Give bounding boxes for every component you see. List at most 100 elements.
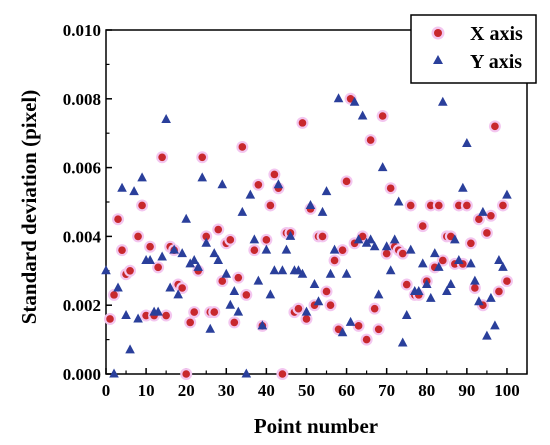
data-point-y-axis (101, 265, 111, 275)
y-axis-title: Standard deviation (pixel) (17, 90, 41, 325)
data-point-y-axis (285, 230, 296, 240)
data-point-y-axis (237, 206, 248, 216)
data-point-y-axis (305, 199, 316, 209)
data-point-x-axis (108, 288, 121, 301)
data-point-x-axis (296, 116, 309, 129)
legend: X axis Y axis (410, 14, 537, 84)
x-tick-label: 100 (494, 381, 520, 400)
data-point-x-axis (116, 244, 129, 257)
data-point-x-axis (224, 233, 237, 246)
data-point-y-axis (117, 182, 127, 192)
data-point-x-axis (300, 312, 313, 325)
data-point-x-axis (160, 309, 173, 322)
data-point-x-axis (316, 230, 329, 243)
data-point-y-axis (165, 282, 175, 292)
data-point-x-axis (400, 278, 413, 291)
data-point-y-axis (486, 292, 496, 302)
data-point-x-axis (188, 306, 201, 319)
y-tick-label: 0.002 (63, 296, 101, 315)
data-point-y-axis (438, 96, 448, 106)
data-point-x-axis (248, 244, 261, 257)
y-tick-label: 0.000 (63, 365, 101, 384)
data-point-y-axis (181, 213, 191, 223)
data-point-y-axis (425, 292, 436, 302)
data-point-x-axis (380, 247, 393, 260)
data-point-y-axis (341, 268, 352, 278)
x-tick-label: 70 (378, 381, 395, 400)
data-point-x-axis (264, 199, 277, 212)
data-point-y-axis (429, 248, 440, 258)
y-tick-label: 0.006 (63, 159, 101, 178)
data-point-y-axis (261, 244, 272, 254)
data-point-y-axis (301, 306, 312, 316)
data-point-y-axis (201, 237, 212, 247)
data-point-y-axis (273, 179, 284, 189)
data-point-y-axis (213, 254, 224, 264)
data-point-y-axis (245, 189, 256, 199)
data-point-x-axis (124, 264, 137, 277)
data-point-y-axis (113, 282, 123, 292)
data-point-y-axis (470, 275, 480, 285)
x-tick-labels: 0 10 20 30 40 50 60 70 80 90 100 (102, 381, 520, 400)
data-point-y-axis (421, 279, 432, 289)
data-point-y-axis (478, 206, 488, 216)
x-tick-label: 50 (298, 381, 315, 400)
data-point-x-axis (360, 333, 373, 346)
data-point-y-axis (413, 285, 424, 295)
data-point-y-axis (474, 296, 484, 306)
data-point-y-axis (125, 344, 135, 354)
data-point-y-axis (454, 254, 464, 264)
data-point-x-axis (472, 213, 485, 226)
data-point-x-axis (328, 254, 341, 267)
data-point-x-axis (196, 151, 209, 164)
data-point-y-axis (177, 248, 187, 258)
data-point-x-axis (480, 226, 493, 239)
data-point-y-axis (393, 196, 404, 206)
x-tick-label: 20 (178, 381, 195, 400)
data-point-y-axis (357, 110, 368, 120)
data-point-y-axis (121, 310, 131, 320)
data-point-y-axis (446, 279, 456, 289)
data-point-x-axis (176, 282, 189, 294)
data-point-x-axis (268, 168, 281, 181)
data-point-y-axis (309, 279, 320, 289)
data-point-y-axis (369, 241, 380, 251)
legend-label-y-axis: Y axis (470, 51, 522, 73)
data-point-x-axis (232, 271, 245, 284)
data-point-y-axis (109, 368, 119, 378)
data-point-x-axis (384, 182, 397, 195)
data-point-y-axis (417, 258, 428, 268)
data-point-x-axis (460, 199, 473, 212)
x-tick-label: 90 (458, 381, 475, 400)
data-point-x-axis (464, 237, 477, 250)
data-point-x-axis (468, 282, 481, 294)
data-point-y-axis (381, 241, 392, 251)
data-point-x-axis (236, 140, 249, 153)
data-point-y-axis (365, 234, 376, 244)
data-point-y-axis (345, 316, 356, 326)
data-point-x-axis (396, 247, 409, 260)
data-point-x-axis (352, 319, 365, 332)
data-point-x-axis (416, 220, 429, 233)
data-point-y-axis (169, 244, 179, 254)
legend-marker-y-axis (433, 55, 443, 64)
data-point-y-axis (494, 254, 504, 264)
data-point-x-axis (184, 316, 197, 329)
data-point-y-axis (209, 248, 220, 258)
data-point-y-axis (337, 327, 348, 337)
data-point-y-axis (269, 265, 280, 275)
data-point-y-axis (377, 162, 388, 172)
data-point-x-axis (364, 134, 377, 147)
data-point-y-axis (433, 261, 444, 271)
data-point-y-axis (189, 254, 200, 264)
data-point-y-axis (321, 186, 332, 196)
data-point-y-axis (482, 330, 492, 340)
data-point-y-axis (197, 172, 208, 182)
y-tick-label: 0.010 (63, 21, 101, 40)
x-tick-label: 30 (218, 381, 235, 400)
x-tick-label: 0 (102, 381, 111, 400)
data-point-x-axis (324, 299, 337, 312)
data-point-x-axis (132, 230, 145, 243)
x-tick-label: 80 (418, 381, 435, 400)
